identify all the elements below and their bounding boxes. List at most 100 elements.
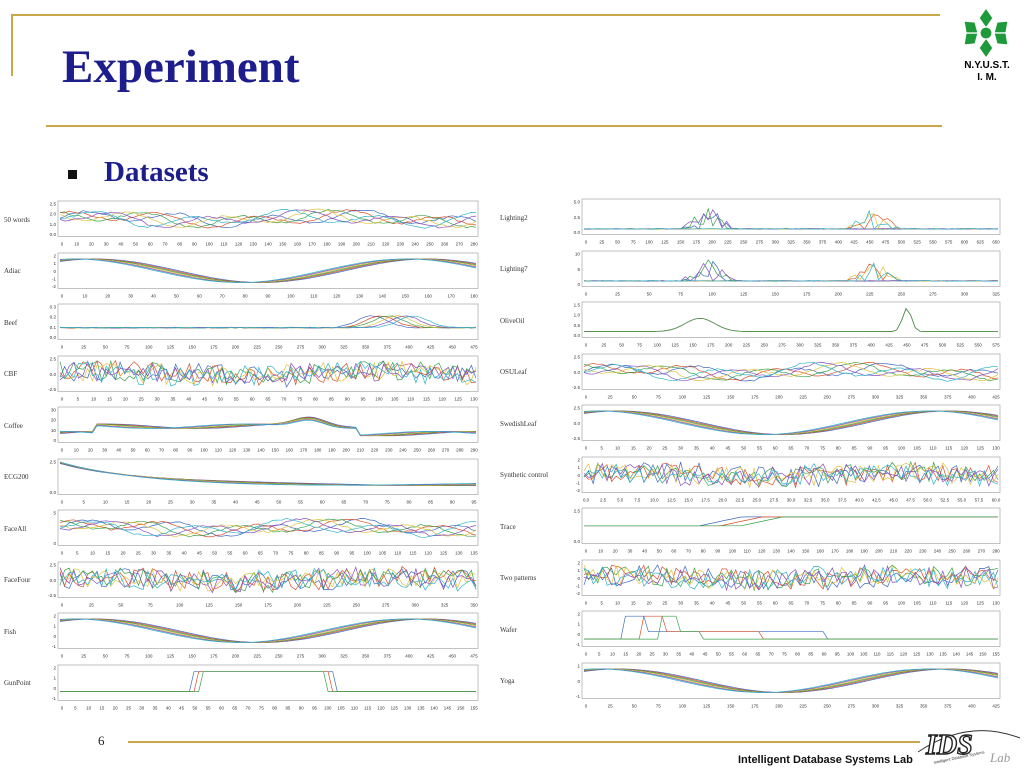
series-line <box>583 410 999 435</box>
x-tick-label: 275 <box>297 345 305 350</box>
x-tick-label: 37.5 <box>838 497 847 502</box>
dataset-plot: 210-1-20 5 10 15 20 25 30 35 40 45 50 55 60 65 70 75 80 8… <box>576 559 1001 605</box>
y-tick-label: 2.5 <box>574 354 581 359</box>
x-tick-label: 50 <box>657 549 662 554</box>
y-tick-label: 0 <box>577 575 580 580</box>
y-tick-label: -1 <box>576 480 581 485</box>
plot-frame <box>581 662 1001 699</box>
x-tick-label: 0 <box>585 549 588 554</box>
x-tick-label: 260 <box>963 549 971 554</box>
series-line <box>583 460 999 487</box>
dataset-label: CBF <box>4 370 18 379</box>
x-tick-label: 400 <box>405 654 413 659</box>
x-tick-label: 350 <box>832 343 840 348</box>
x-tick-label: 60.0 <box>992 497 1001 502</box>
x-tick-label: 70 <box>220 293 225 298</box>
x-tick-label: 0 <box>585 600 588 605</box>
x-tick-label: 50 <box>103 654 108 659</box>
x-tick-label: 105 <box>860 652 868 657</box>
x-tick-label: 230 <box>397 242 405 247</box>
x-tick-label: 145 <box>444 705 452 710</box>
x-tick-label: 120 <box>425 551 433 556</box>
series-line <box>59 209 477 229</box>
x-tick-label: 25 <box>126 705 131 710</box>
y-tick-label: 0.0 <box>50 371 57 376</box>
x-tick-label: 150 <box>279 242 287 247</box>
x-tick-label: 155 <box>470 705 478 710</box>
x-tick-label: 55 <box>729 652 734 657</box>
x-tick-label: 60 <box>320 499 325 504</box>
x-tick-label: 25 <box>662 600 667 605</box>
y-tick-label: 1 <box>577 622 580 627</box>
x-tick-label: 60 <box>219 705 224 710</box>
x-tick-label: 110 <box>873 652 881 657</box>
x-tick-label: 0 <box>585 240 588 245</box>
x-tick-label: 60 <box>671 549 676 554</box>
x-tick-label: 10 <box>91 396 96 401</box>
x-tick-label: 27.5 <box>770 497 779 502</box>
x-tick-label: 0 <box>61 705 64 710</box>
dataset-plot: 2 1 0 -1 0 25 50 75 100 125 150 175 200 225 250 275 300 3… <box>52 612 479 659</box>
x-tick-label: 110 <box>407 396 415 401</box>
x-tick-label: 80 <box>407 499 412 504</box>
x-tick-label: 175 <box>210 654 218 659</box>
x-tick-label: 75 <box>385 499 390 504</box>
x-tick-label: 200 <box>775 394 783 399</box>
x-tick-label: 100 <box>200 448 208 453</box>
x-tick-label: 40 <box>118 242 123 247</box>
x-tick-label: 0 <box>61 345 64 350</box>
series-line <box>59 517 477 537</box>
y-tick-label: 0 <box>53 541 56 546</box>
x-tick-label: 80 <box>173 448 178 453</box>
x-tick-label: 100 <box>679 394 687 399</box>
x-tick-label: 60 <box>243 551 248 556</box>
x-tick-label: 100 <box>645 240 653 245</box>
x-tick-label: 350 <box>920 394 928 399</box>
x-tick-label: 300 <box>319 345 327 350</box>
x-tick-label: 65 <box>266 396 271 401</box>
x-tick-label: 85 <box>428 499 433 504</box>
x-tick-label: 270 <box>978 549 986 554</box>
x-tick-label: 80 <box>701 549 706 554</box>
x-tick-label: 275 <box>297 654 305 659</box>
x-tick-label: 65 <box>258 551 263 556</box>
x-tick-label: 275 <box>382 602 390 607</box>
y-tick-label: -1 <box>576 694 581 699</box>
x-tick-label: 275 <box>848 394 856 399</box>
x-tick-label: 40.0 <box>855 497 864 502</box>
x-tick-label: 210 <box>890 549 898 554</box>
x-tick-label: 120 <box>235 242 243 247</box>
y-tick-label: -2.5 <box>572 385 580 390</box>
x-tick-label: 75 <box>656 703 661 708</box>
x-tick-label: 625 <box>977 240 985 245</box>
x-tick-label: 10.0 <box>650 497 659 502</box>
x-tick-label: 110 <box>929 600 937 605</box>
dataset-plot: 5.0 2.5 0.0 0 25 50 75 100 125 150 175 200 225 250 275… <box>574 198 1001 245</box>
series-line <box>59 209 477 229</box>
x-tick-label: 40 <box>182 551 187 556</box>
x-tick-label: 125 <box>440 551 448 556</box>
x-tick-label: 350 <box>470 602 478 607</box>
x-tick-label: 80 <box>313 396 318 401</box>
x-tick-label: 70 <box>804 600 809 605</box>
x-tick-label: 140 <box>257 448 265 453</box>
x-tick-label: 100 <box>375 396 383 401</box>
x-tick-label: 80 <box>836 446 841 451</box>
dataset-label: FaceFour <box>4 576 31 585</box>
x-tick-label: 65 <box>755 652 760 657</box>
plot-frame <box>57 303 479 340</box>
bullet-text: Datasets <box>104 156 209 188</box>
x-tick-label: 220 <box>371 448 379 453</box>
x-tick-label: 35 <box>211 499 216 504</box>
x-tick-label: 280 <box>456 448 464 453</box>
plot-frame <box>581 610 1001 647</box>
x-tick-label: 45 <box>197 551 202 556</box>
x-tick-label: 170 <box>831 549 839 554</box>
x-tick-label: 30 <box>678 446 683 451</box>
dataset-label: Synthetic control <box>500 471 549 480</box>
x-tick-label: 280 <box>992 549 1000 554</box>
series-line <box>59 360 477 386</box>
x-tick-label: 25 <box>601 343 606 348</box>
x-tick-label: 100 <box>145 654 153 659</box>
x-tick-label: 15.0 <box>684 497 693 502</box>
